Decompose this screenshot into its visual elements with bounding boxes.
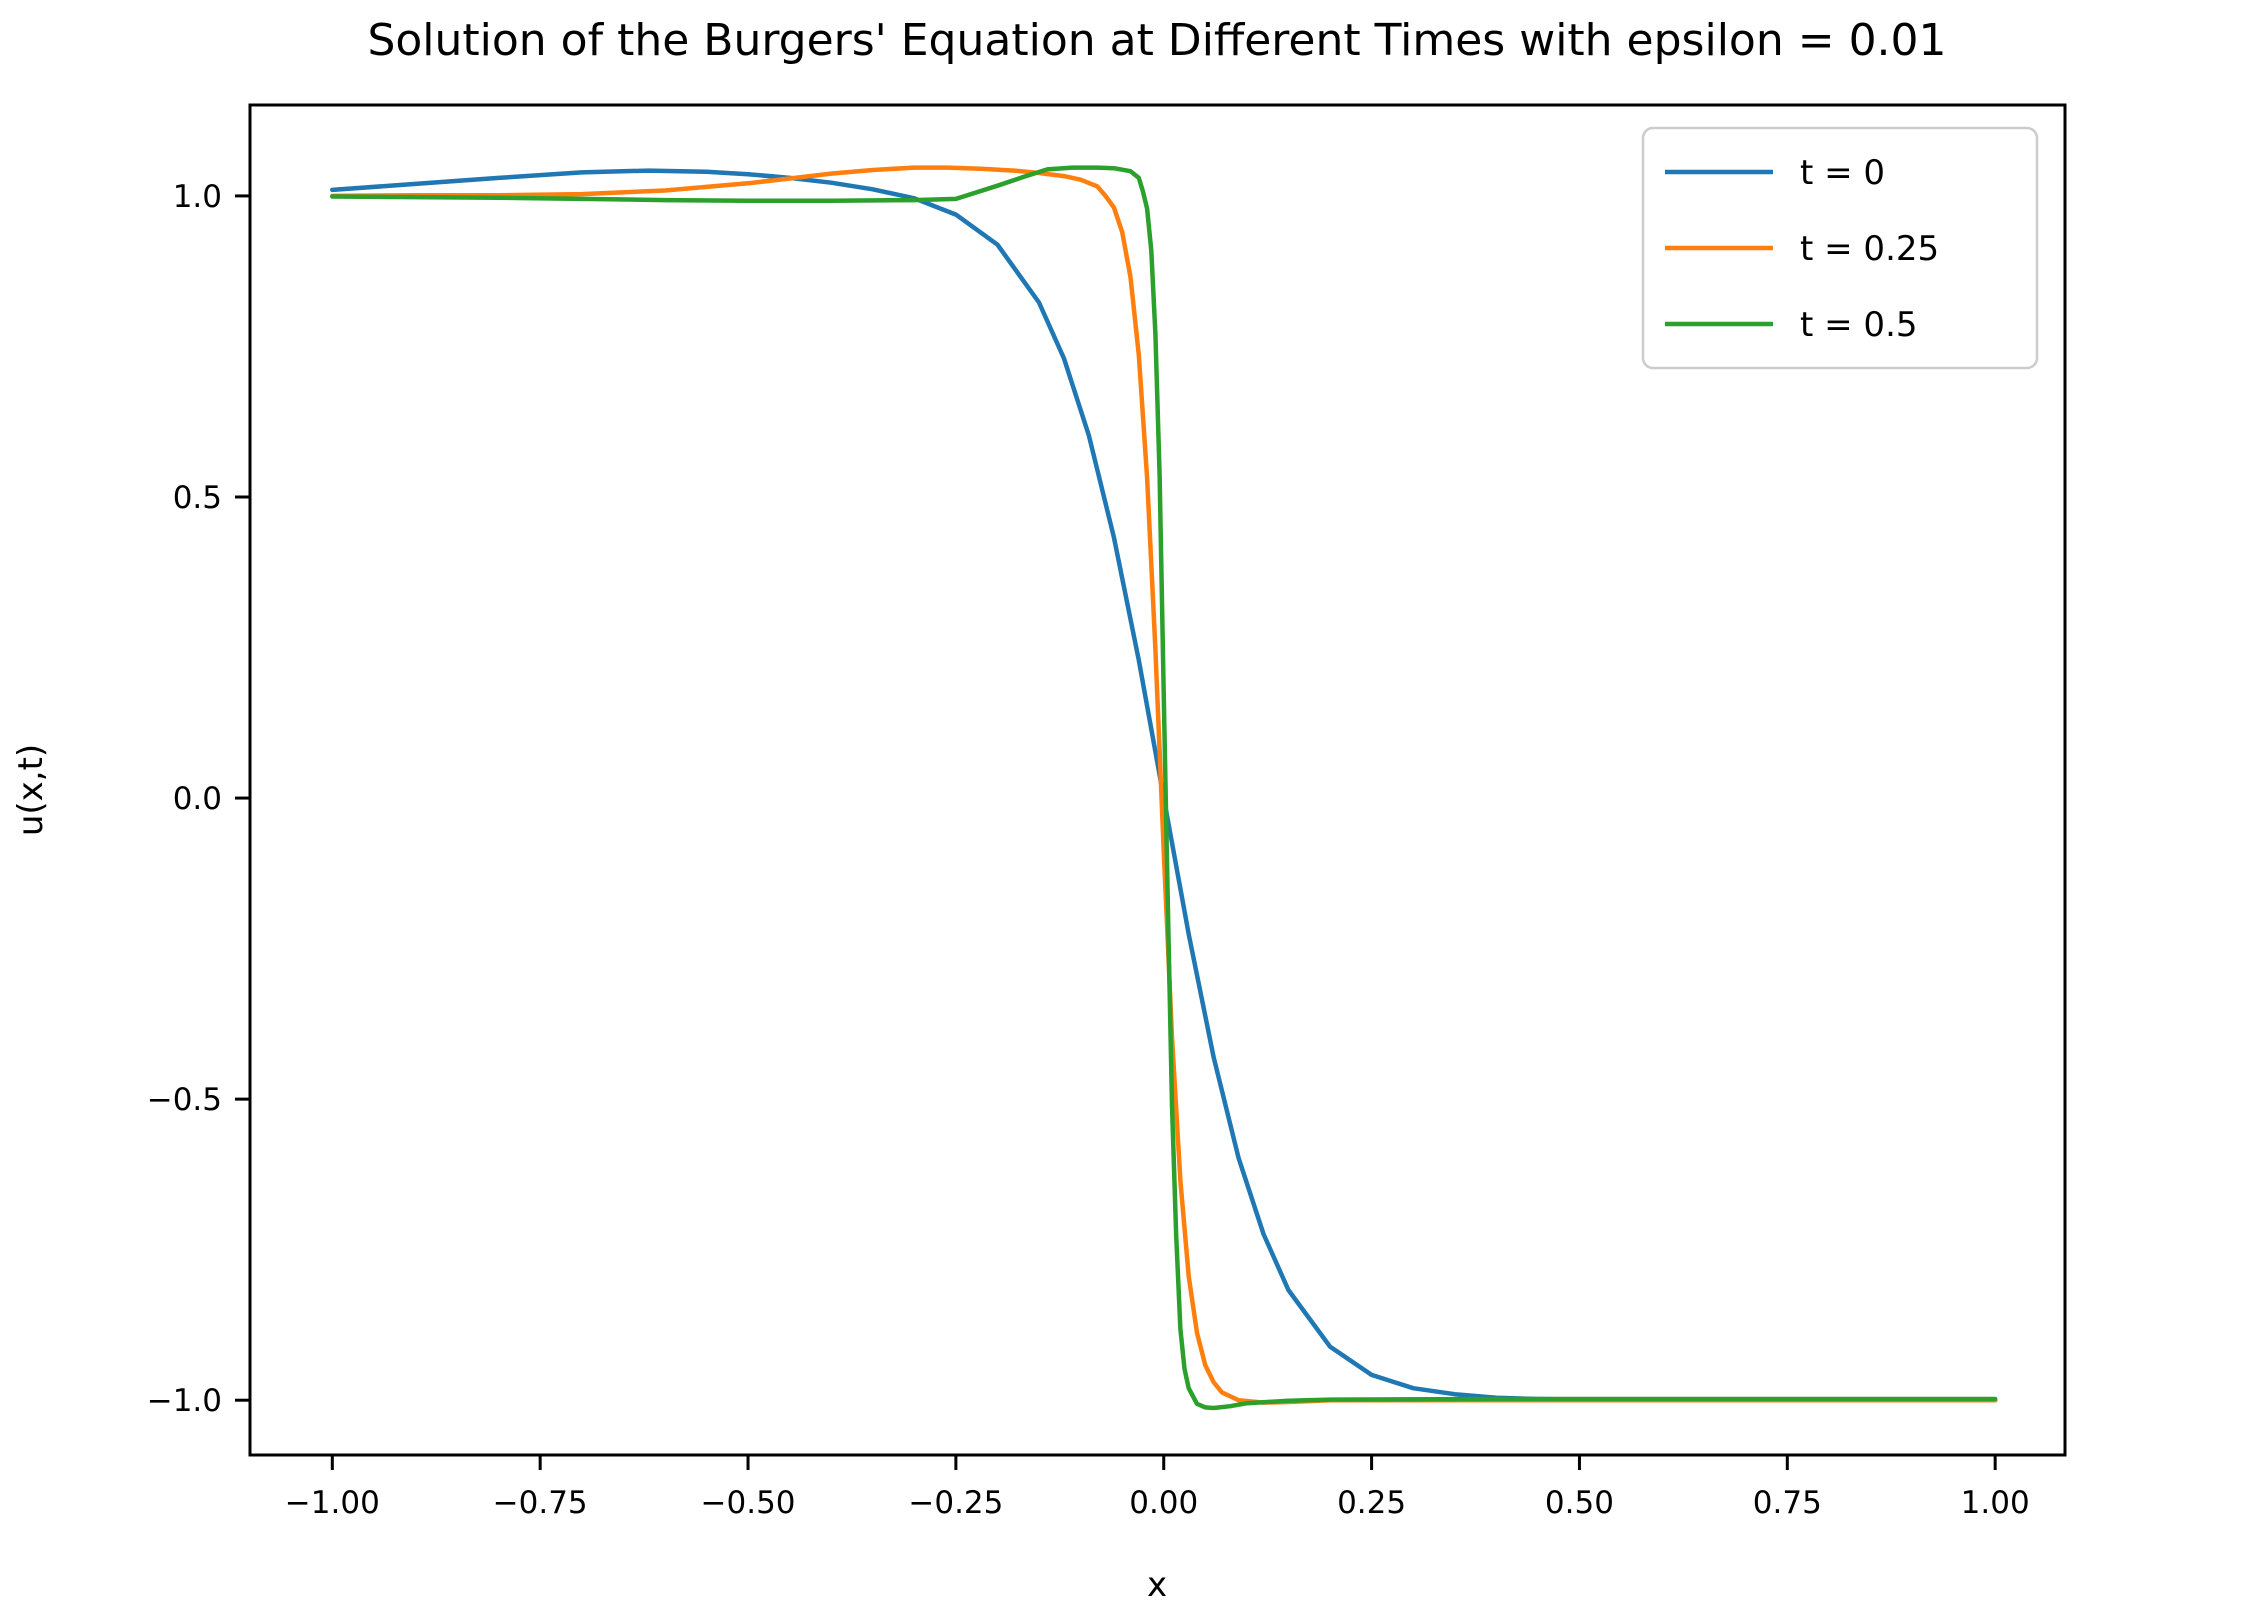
- legend-box: [1641, 126, 2039, 370]
- x-tick-label: −0.75: [493, 1485, 588, 1521]
- y-tick-label: 1.0: [173, 179, 222, 215]
- x-tick-label: 1.00: [1961, 1485, 2030, 1521]
- y-tick-label: 0.5: [173, 480, 222, 516]
- legend-item-label: t = 0.5: [1800, 305, 1918, 345]
- x-tick-label: −1.00: [285, 1485, 380, 1521]
- y-tick-label: 0.0: [173, 781, 222, 817]
- legend: t = 0 t = 0.25 t = 0.5: [1641, 126, 2039, 370]
- series-line-t0.5: [330, 165, 1998, 1411]
- y-tick-label: −1.0: [147, 1383, 222, 1419]
- legend-item-label: t = 0.25: [1800, 229, 1939, 269]
- data-series: [330, 165, 1998, 1411]
- series-line-t0: [330, 168, 1998, 1403]
- x-tick-label: −0.25: [908, 1485, 1003, 1521]
- x-axis-label: x: [1147, 1565, 1167, 1605]
- legend-item-label: t = 0: [1800, 153, 1885, 193]
- x-tick-label: 0.00: [1129, 1485, 1198, 1521]
- plot-frame: [248, 103, 2067, 1457]
- y-tick-label: −0.5: [147, 1082, 222, 1118]
- y-axis-label: u(x,t): [11, 744, 51, 836]
- x-tick-label: 0.50: [1545, 1485, 1614, 1521]
- axis-ticks: −1.00 −0.75 −0.50 −0.25 0.00 0.25 0.50 0.75 1.00…: [147, 179, 2030, 1521]
- x-tick-label: −0.50: [701, 1485, 796, 1521]
- chart-title: Solution of the Burgers' Equation at Dif…: [367, 15, 1946, 66]
- x-tick-label: 0.25: [1337, 1485, 1406, 1521]
- x-tick-label: 0.75: [1753, 1485, 1822, 1521]
